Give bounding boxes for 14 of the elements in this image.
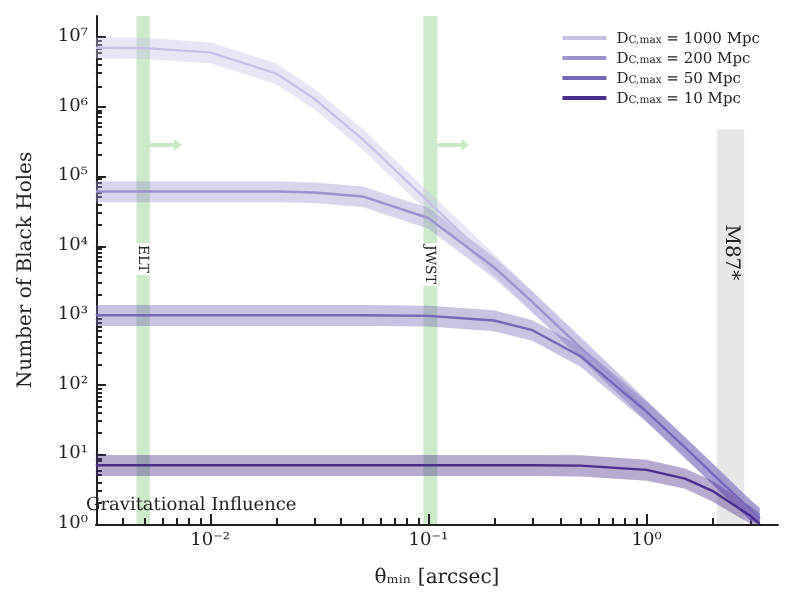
x-tick-label: 10⁻¹: [408, 531, 449, 551]
y-tick-label: 10⁷: [57, 26, 89, 47]
y-tick-label: 10⁵: [57, 166, 89, 187]
y-axis-title: Number of Black Holes: [15, 151, 37, 389]
y-tick-label: 10⁰: [57, 514, 89, 534]
y-tick-label: 10²: [57, 374, 89, 395]
x-tick-label: 10⁰: [631, 531, 663, 551]
y-tick-label: 10⁶: [57, 96, 89, 117]
y-tick-label: 10¹: [57, 444, 88, 465]
x-axis-title: θₘᵢₙ [arcsec]: [374, 567, 500, 589]
band-label: M87*: [719, 224, 742, 281]
y-tick-label: 10⁴: [57, 235, 89, 256]
y-tick-label: 10³: [57, 305, 89, 326]
x-tick-label: 10⁻²: [190, 531, 231, 551]
